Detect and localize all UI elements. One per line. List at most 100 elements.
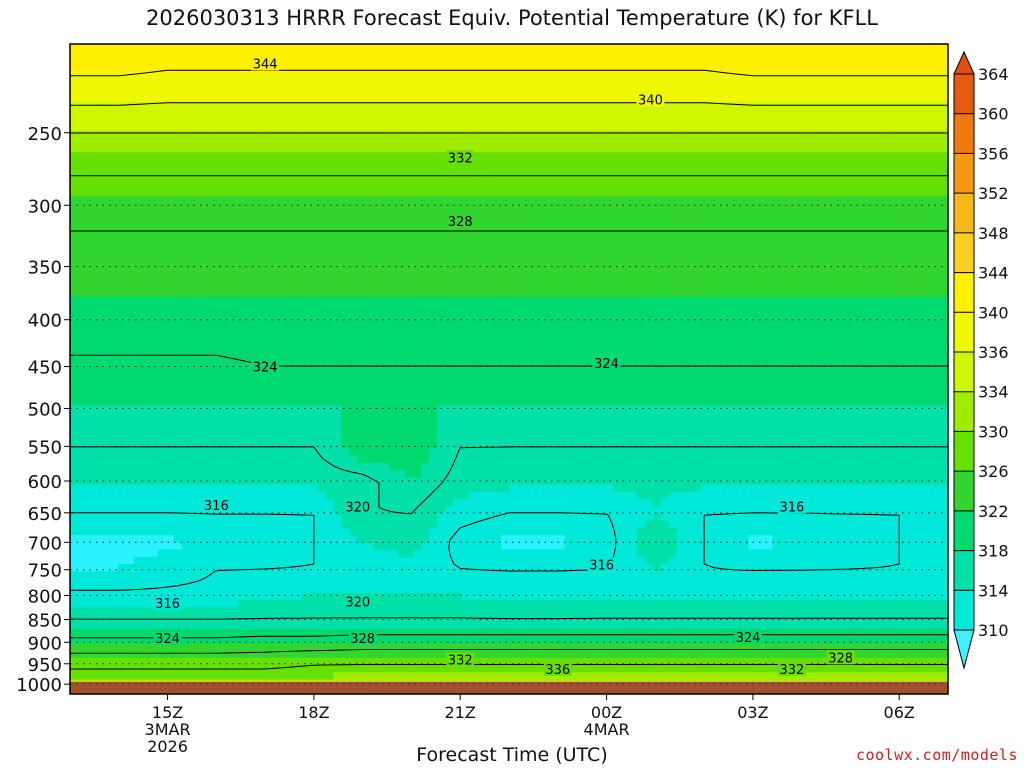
field-cell xyxy=(684,354,694,363)
field-cell xyxy=(277,289,287,298)
field-cell xyxy=(421,369,430,377)
field-cell xyxy=(197,217,207,226)
field-cell xyxy=(189,267,199,276)
field-cell xyxy=(636,311,646,320)
field-cell xyxy=(812,109,821,117)
field-cell xyxy=(844,137,853,146)
field-cell xyxy=(373,332,382,341)
field-cell xyxy=(261,123,271,132)
field-cell xyxy=(437,282,446,291)
field-cell xyxy=(596,217,606,226)
field-cell xyxy=(860,311,869,320)
field-cell xyxy=(317,159,327,168)
field-cell xyxy=(820,239,829,247)
field-cell xyxy=(485,80,494,88)
field-cell xyxy=(405,159,414,168)
field-cell xyxy=(117,159,127,168)
field-cell xyxy=(381,166,390,175)
field-cell xyxy=(860,65,869,74)
field-cell xyxy=(844,202,853,211)
field-cell xyxy=(317,246,327,255)
field-cell xyxy=(157,174,167,182)
field-cell xyxy=(301,130,311,139)
field-cell xyxy=(876,174,885,182)
field-cell xyxy=(564,282,574,291)
field-cell xyxy=(101,361,111,370)
field-cell xyxy=(157,246,167,255)
field-cell xyxy=(309,231,319,240)
field-cell xyxy=(85,72,95,81)
field-cell xyxy=(620,325,630,334)
field-cell xyxy=(373,80,382,88)
field-cell xyxy=(453,181,462,190)
field-cell xyxy=(501,275,510,283)
field-cell xyxy=(796,159,805,168)
field-cell xyxy=(469,109,478,117)
field-cell xyxy=(85,137,95,146)
field-cell xyxy=(269,296,279,305)
field-cell xyxy=(70,44,79,52)
field-cell xyxy=(932,318,941,327)
field-cell xyxy=(772,51,781,60)
field-cell xyxy=(237,58,247,67)
field-cell xyxy=(301,239,311,247)
field-cell xyxy=(261,267,271,276)
field-cell xyxy=(716,210,726,218)
field-cell xyxy=(756,116,766,125)
field-cell xyxy=(604,188,614,197)
field-cell xyxy=(636,109,646,117)
field-cell xyxy=(381,58,390,67)
field-cell xyxy=(924,311,933,320)
field-cell xyxy=(261,94,271,103)
field-cell xyxy=(892,210,901,218)
field-cell xyxy=(748,318,758,327)
field-cell xyxy=(932,340,941,348)
field-cell xyxy=(445,174,454,182)
field-cell xyxy=(588,51,598,60)
field-cell xyxy=(756,296,766,305)
field-cell xyxy=(740,267,750,276)
field-cell xyxy=(141,231,151,240)
field-cell xyxy=(277,109,287,117)
field-cell xyxy=(572,130,582,139)
field-cell xyxy=(900,318,909,327)
field-cell xyxy=(772,159,781,168)
field-cell xyxy=(644,267,654,276)
field-cell xyxy=(317,260,327,269)
field-cell xyxy=(756,282,766,291)
field-cell xyxy=(796,332,805,341)
field-cell xyxy=(620,304,630,312)
field-cell xyxy=(413,318,422,327)
field-cell xyxy=(181,217,191,226)
field-cell xyxy=(644,332,654,341)
field-cell xyxy=(892,340,901,348)
field-cell xyxy=(309,152,319,161)
field-cell xyxy=(740,347,750,356)
field-cell xyxy=(932,174,941,182)
field-cell xyxy=(453,231,462,240)
field-cell xyxy=(173,152,183,161)
field-cell xyxy=(908,275,917,283)
field-cell xyxy=(516,152,526,161)
field-cell xyxy=(884,239,893,247)
field-cell xyxy=(205,275,215,283)
field-cell xyxy=(333,210,342,218)
field-cell xyxy=(269,137,279,146)
field-cell xyxy=(229,289,239,298)
field-cell xyxy=(884,202,893,211)
field-cell xyxy=(149,159,159,168)
field-cell xyxy=(485,51,494,60)
field-cell xyxy=(293,80,303,88)
field-cell xyxy=(213,123,223,132)
field-cell xyxy=(748,159,758,168)
field-cell xyxy=(932,87,941,96)
field-cell xyxy=(596,87,606,96)
field-cell xyxy=(916,347,925,356)
field-cell xyxy=(908,44,917,52)
field-cell xyxy=(397,275,406,283)
field-cell xyxy=(157,145,167,153)
field-cell xyxy=(101,282,111,291)
field-cell xyxy=(524,231,534,240)
field-cell xyxy=(900,275,909,283)
field-cell xyxy=(485,130,494,139)
